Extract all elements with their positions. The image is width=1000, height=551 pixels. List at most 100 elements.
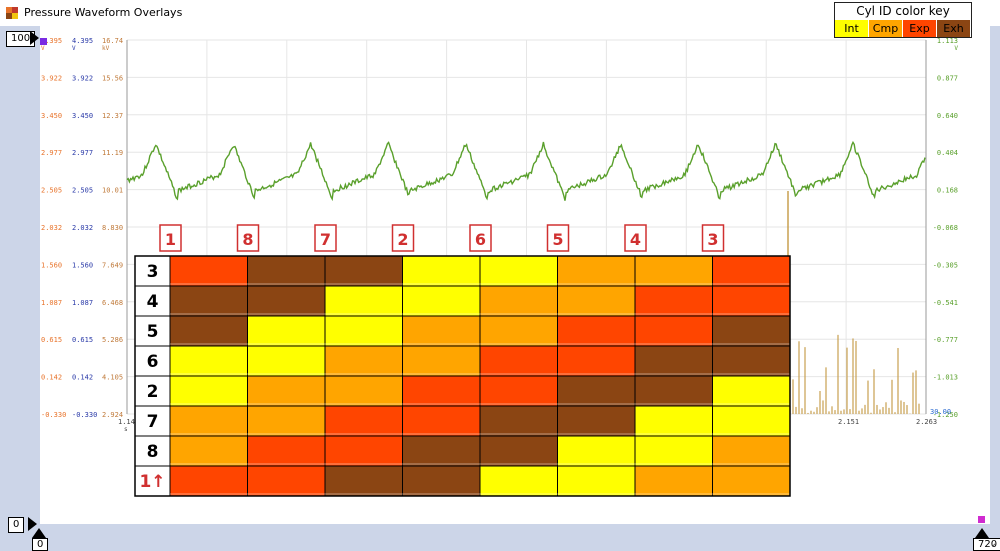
firing-order-box — [391, 224, 415, 252]
cylinder-color-key: Cyl ID color key Int Cmp Exp Exh — [834, 2, 972, 38]
firing-order-box — [159, 224, 182, 252]
firing-order-box — [701, 224, 725, 252]
right-tick-label: 0.404 — [937, 149, 958, 157]
firing-order-box — [314, 224, 337, 252]
stroke-phase-cell-exp — [479, 345, 558, 377]
axis2-tick-label: 2.505 — [72, 187, 93, 195]
stroke-phase-cell-exh — [634, 345, 713, 377]
axis1-tick-label: 3.922 — [41, 74, 62, 82]
stroke-phase-cell-int — [247, 315, 326, 347]
stroke-phase-cell-exp — [479, 375, 558, 407]
start-marker-icon[interactable] — [40, 38, 47, 45]
stroke-phase-cell-exh — [324, 465, 403, 497]
x-tick-label: 1.147 — [118, 418, 139, 426]
firing-order-label: 6 — [475, 230, 486, 249]
key-title: Cyl ID color key — [856, 4, 950, 18]
cylinder-row-label: 5 — [147, 322, 159, 342]
top-scale-handle[interactable]: 100 — [6, 31, 36, 47]
firing-order-label: 5 — [552, 230, 563, 249]
stroke-phase-cell-cmp — [324, 345, 403, 377]
firing-order-label: 1 — [165, 230, 176, 249]
stroke-phase-cell-int — [324, 285, 403, 317]
right-tick-label: -0.541 — [933, 299, 958, 307]
key-int: Int — [835, 20, 868, 37]
axis2-tick-label: 3.922 — [72, 74, 93, 82]
right-tick-label: 0.640 — [937, 112, 958, 120]
axis1-unit: V — [41, 45, 45, 52]
key-cmp: Cmp — [869, 20, 902, 37]
stroke-phase-cell-int — [479, 255, 558, 287]
axis2-tick-label: 2.032 — [72, 224, 93, 232]
waveform-plot[interactable]: V4.3953.9223.4502.9772.5052.0321.5601.08… — [40, 26, 990, 524]
stroke-phase-cell-exp — [712, 285, 791, 317]
stroke-phase-cell-exh — [324, 255, 403, 287]
firing-order-label: 2 — [397, 230, 408, 249]
title-bar: Pressure Waveform Overlays — [0, 0, 1000, 26]
stroke-phase-cell-exp — [324, 435, 403, 467]
plot-area[interactable]: V 4.395 3.922 3.450 2.977 2.505 2.032 1.560 1.08… — [40, 26, 990, 524]
left-time-cursor-icon[interactable] — [32, 528, 46, 538]
stroke-phase-cell-int — [402, 285, 481, 317]
stroke-phase-cell-cmp — [402, 315, 481, 347]
axis3-tick-label: 2.924 — [102, 411, 123, 419]
pressure-waveform-trace — [126, 140, 926, 202]
axis3-tick-label: 10.01 — [102, 187, 123, 195]
stroke-phase-cell-exp — [247, 435, 326, 467]
x-readout: 30.00 — [930, 408, 951, 416]
cylinder-row-label: 4 — [147, 292, 159, 312]
stroke-phase-cell-int — [169, 345, 248, 377]
firing-order-label: 8 — [242, 230, 253, 249]
right-tick-label: 0.877 — [937, 74, 958, 82]
stroke-phase-cell-exp — [634, 315, 713, 347]
stroke-phase-cell-int — [247, 345, 326, 377]
axis1-tick-label: 0.615 — [41, 336, 62, 344]
chevron-down-icon[interactable]: ⌄ — [989, 538, 998, 549]
axis3-tick-label: 12.37 — [102, 112, 123, 120]
stroke-phase-cell-exp — [169, 465, 248, 497]
right-time-cursor-icon[interactable] — [975, 528, 989, 538]
stroke-phase-cell-exh — [402, 465, 481, 497]
top-scale-arrow-icon[interactable] — [30, 31, 39, 45]
stroke-phase-cell-exp — [712, 255, 791, 287]
axis3-tick-label: 4.105 — [102, 374, 123, 382]
axis2-unit: V — [72, 45, 76, 52]
stroke-phase-cell-exh — [247, 285, 326, 317]
stroke-phase-cell-exh — [712, 345, 791, 377]
stroke-phase-cell-int — [402, 255, 481, 287]
right-tick-label: -1.250 — [933, 411, 958, 419]
axis3-tick-label: 7.649 — [102, 261, 123, 269]
x-unit: s — [124, 426, 128, 433]
cylinder-row-label: 7 — [147, 412, 159, 432]
stroke-phase-cell-int — [634, 435, 713, 467]
left-time-handle[interactable]: 0 — [32, 538, 49, 551]
end-marker-icon[interactable] — [978, 516, 985, 523]
app-icon — [6, 7, 18, 19]
axis3-tick-label: 5.286 — [102, 336, 123, 344]
axis3-tick-label: 11.19 — [102, 149, 123, 157]
stroke-phase-cell-cmp — [557, 285, 636, 317]
x-tick-label: 2.263 — [916, 418, 937, 426]
stroke-phase-cell-exp — [634, 285, 713, 317]
bottom-scale-arrow-icon[interactable] — [28, 517, 37, 531]
stroke-phase-cell-exp — [557, 345, 636, 377]
stroke-phase-cell-cmp — [247, 405, 326, 437]
axis1-tick-label: 2.505 — [41, 187, 62, 195]
firing-order-label: 3 — [707, 230, 718, 249]
stroke-phase-cell-cmp — [169, 405, 248, 437]
axis2-tick-label: 4.395 — [72, 37, 93, 45]
axis1-tick-label: 1.087 — [41, 299, 62, 307]
cylinder-row-label: 6 — [147, 352, 159, 372]
stroke-phase-cell-int — [712, 375, 791, 407]
stroke-phase-cell-cmp — [712, 435, 791, 467]
key-exh: Exh — [937, 20, 970, 37]
cylinder-table-border — [134, 255, 791, 497]
axis3-tick-label: 6.468 — [102, 299, 123, 307]
stroke-phase-cell-cmp — [712, 465, 791, 497]
axis2-tick-label: 1.087 — [72, 299, 93, 307]
stroke-phase-cell-int — [712, 405, 791, 437]
stroke-phase-cell-int — [634, 405, 713, 437]
axis2-tick-label: 2.977 — [72, 149, 93, 157]
axis2-tick-label: 0.615 — [72, 336, 93, 344]
bottom-scale-handle[interactable]: 0 — [8, 517, 25, 533]
stroke-phase-cell-cmp — [247, 375, 326, 407]
